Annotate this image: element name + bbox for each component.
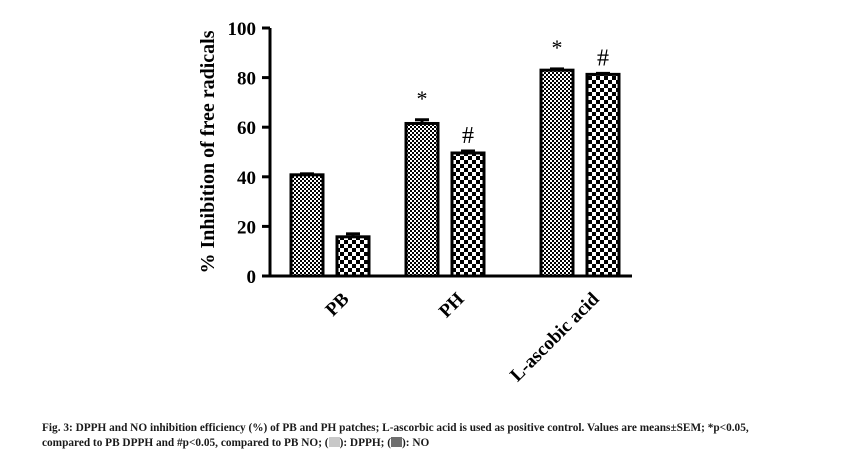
category-label: PH <box>435 289 469 323</box>
y-tick-label: 60 <box>237 118 256 139</box>
y-tick-label: 80 <box>237 69 256 90</box>
bar-dpph <box>404 121 440 278</box>
bar-no <box>335 235 371 278</box>
bar-dpph <box>539 68 575 278</box>
bar-chart: 0 20 40 60 80 100 % Inhibition of free radical… <box>197 19 632 386</box>
y-axis-label: % Inhibition of free radicals <box>197 30 219 273</box>
caption-line-1: Fig. 3: DPPH and NO inhibition efficienc… <box>42 422 749 434</box>
caption-line-2a: compared to PB DPPH and #p<0.05, compare… <box>42 437 329 449</box>
y-tick-label: 0 <box>247 267 257 288</box>
caption-line-2c: ): NO <box>402 437 430 449</box>
no-swatch-icon <box>391 437 403 447</box>
significance-marker: # <box>597 45 609 71</box>
y-tick-label: 40 <box>237 168 256 189</box>
significance-marker: * <box>552 35 563 60</box>
caption-line-2b: ): DPPH; ( <box>339 437 392 449</box>
category-label: L-ascobic acid <box>506 288 604 386</box>
bars <box>289 67 621 278</box>
bar-no <box>585 72 621 278</box>
axes: 0 20 40 60 80 100 % Inhibition of free radical… <box>197 19 632 288</box>
significance-marker: * <box>417 86 428 111</box>
bar-no <box>450 151 486 278</box>
significance-marker: # <box>462 123 474 149</box>
figure-caption: Fig. 3: DPPH and NO inhibition efficienc… <box>42 421 832 451</box>
y-tick-label: 20 <box>237 217 256 238</box>
dpph-swatch-icon <box>328 437 340 447</box>
category-label: PB <box>322 288 354 320</box>
bar-dpph <box>289 173 325 278</box>
y-tick-label: 100 <box>228 19 257 40</box>
